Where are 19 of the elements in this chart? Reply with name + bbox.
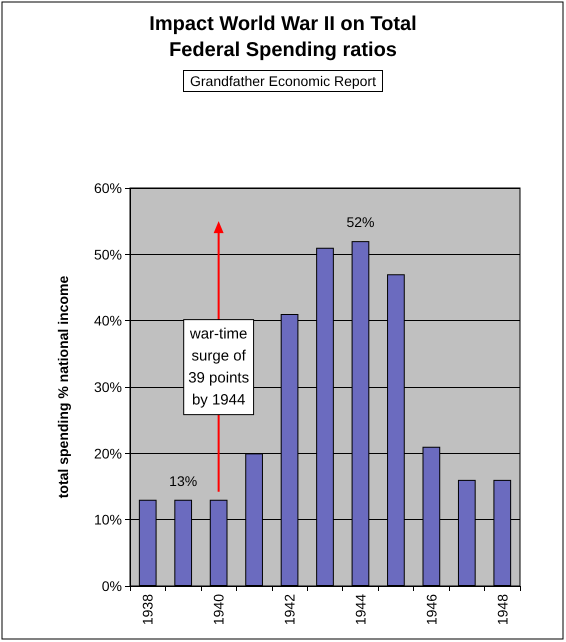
- data-label: 13%: [169, 472, 198, 489]
- x-tick-label: 1946: [423, 594, 440, 626]
- y-tick-label: 30%: [94, 379, 122, 395]
- x-tick-label: 1940: [210, 594, 227, 626]
- annotation: war-time surge of 39 points by 1944: [188, 326, 250, 409]
- y-tick-label: 20%: [94, 445, 122, 462]
- x-tick-label: 1942: [282, 594, 298, 626]
- y-tick-label: 50%: [94, 246, 122, 262]
- x-tick-label: 1944: [352, 594, 368, 626]
- data-label: 52%: [346, 214, 374, 230]
- y-tick-label: 40%: [94, 312, 122, 329]
- text: Grandfather Economic Report: [190, 73, 376, 89]
- chart-title: Impact World War II on Total Federal Spending ratios: [149, 13, 417, 61]
- y-axis-title: total spending % national income: [55, 276, 71, 498]
- x-tick-label: 1938: [140, 594, 156, 626]
- x-tick-label: 1948: [494, 594, 510, 626]
- y-tick-label: 0%: [102, 578, 122, 594]
- y-tick-label: 60%: [94, 180, 122, 196]
- y-tick-label: 10%: [94, 512, 122, 528]
